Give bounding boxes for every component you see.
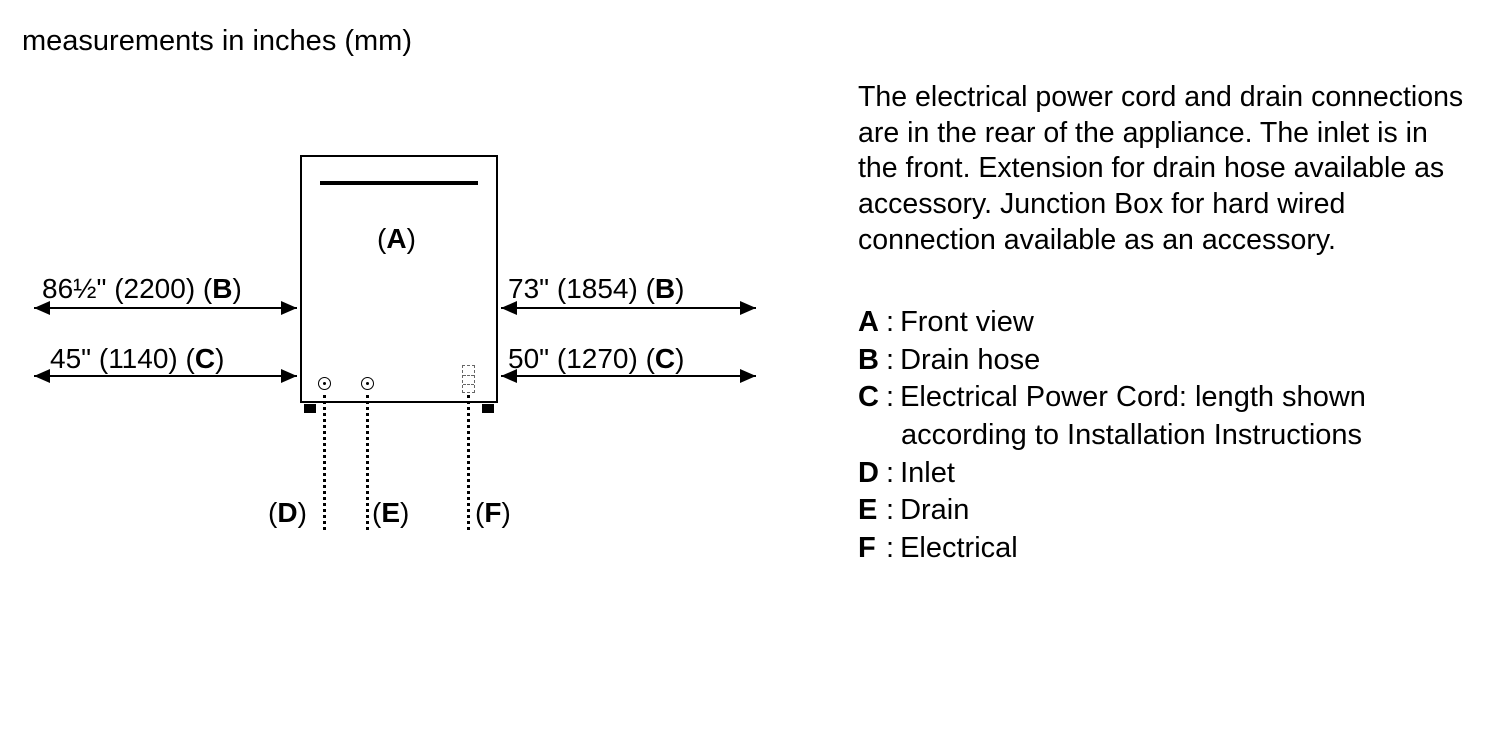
dim-label-left-c: 45" (1140) (C) — [50, 343, 224, 375]
port-f-icon — [462, 365, 475, 393]
appliance-foot-left — [304, 404, 316, 413]
port-e-icon — [361, 377, 374, 390]
dim-arrow-right-b — [501, 307, 756, 309]
diagram-area: (A) (D) (E) (F) 86½" (2200) (B) 45" (114… — [20, 75, 780, 555]
legend-item-e: E:Drain — [858, 492, 1478, 530]
label-d: (D) — [268, 497, 307, 529]
label-a: (A) — [377, 223, 416, 255]
dotted-line-f — [467, 395, 470, 530]
dim-label-right-c: 50" (1270) (C) — [508, 343, 684, 375]
appliance-handle — [320, 181, 478, 185]
dim-arrow-left-c — [34, 375, 297, 377]
legend-item-c: C:Electrical Power Cord: length shown — [858, 379, 1478, 417]
legend-item-b: B:Drain hose — [858, 342, 1478, 380]
dim-arrow-right-c — [501, 375, 756, 377]
label-f: (F) — [475, 497, 511, 529]
legend-item-d: D:Inlet — [858, 455, 1478, 493]
dim-label-right-b: 73" (1854) (B) — [508, 273, 684, 305]
title: measurements in inches (mm) — [22, 25, 412, 58]
dim-arrow-left-b — [34, 307, 297, 309]
legend-item-a: A:Front view — [858, 304, 1478, 342]
legend-item-f: F:Electrical — [858, 530, 1478, 568]
label-e: (E) — [372, 497, 409, 529]
appliance-foot-right — [482, 404, 494, 413]
dotted-line-d — [323, 395, 326, 530]
dotted-line-e — [366, 395, 369, 530]
legend: A:Front view B:Drain hose C:Electrical P… — [858, 304, 1478, 568]
legend-item-c-cont: according to Installation Instructions — [858, 417, 1478, 455]
dim-label-left-b: 86½" (2200) (B) — [42, 273, 242, 305]
description-text: The electrical power cord and drain conn… — [858, 80, 1473, 258]
port-d-icon — [318, 377, 331, 390]
